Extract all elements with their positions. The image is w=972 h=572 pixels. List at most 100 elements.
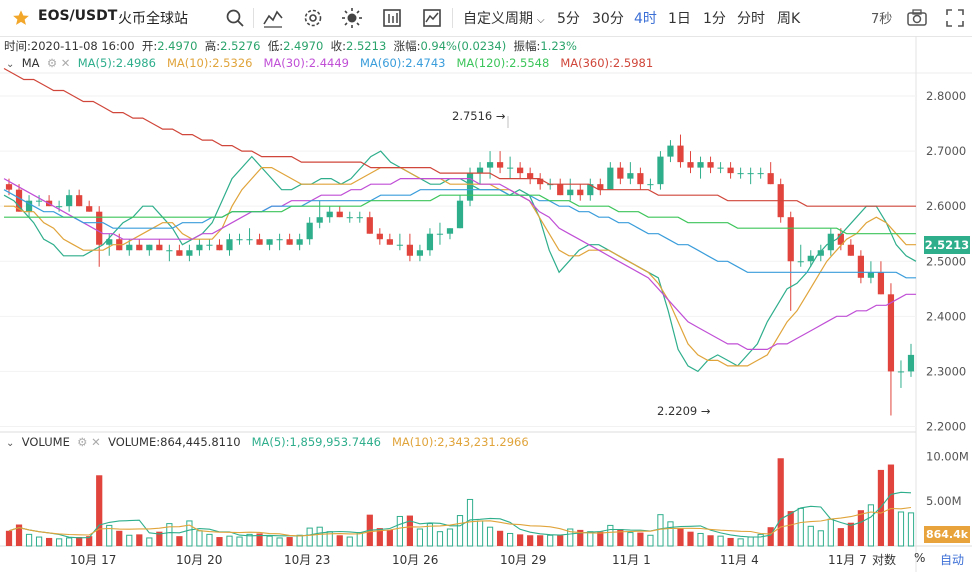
period-5min[interactable]: 5分 <box>557 11 580 27</box>
ma-item: MA(360):2.5981 <box>560 56 654 70</box>
volume-close-icon[interactable]: ✕ <box>91 435 101 449</box>
candle-body <box>847 244 854 256</box>
x-axis-label: 10月 26 <box>392 553 439 567</box>
price-tick-label: 2.5000 <box>926 254 966 268</box>
star-icon[interactable] <box>12 9 30 27</box>
volume-bar <box>757 533 764 547</box>
volume-bar <box>226 535 233 547</box>
volume-bar <box>637 532 644 546</box>
change-value: 0.94%(0.0234) <box>420 39 507 53</box>
candle-body <box>166 250 173 252</box>
chart-type-icon[interactable] <box>421 7 443 29</box>
volume-bar <box>466 498 474 547</box>
period-1d[interactable]: 1日 <box>668 11 691 27</box>
volume-bar <box>156 531 163 546</box>
candle-body <box>897 371 905 373</box>
symbol-title[interactable]: EOS/USDT <box>38 8 118 24</box>
layout-icon[interactable] <box>381 7 403 29</box>
volume-bar <box>166 523 173 547</box>
candle-body <box>436 233 444 235</box>
candle-body <box>677 145 684 163</box>
volume-ma10: MA(10):2,343,231.2966 <box>391 435 529 449</box>
low-label: 低: <box>267 39 284 53</box>
low-value: 2.4970 <box>283 39 324 53</box>
search-icon[interactable] <box>224 7 246 29</box>
candle-body <box>557 184 564 196</box>
candle-body <box>747 173 754 175</box>
candle-body <box>386 239 393 245</box>
volume-bar <box>446 528 454 547</box>
volume-bar <box>567 528 574 547</box>
ohlc-info: 时间:2020-11-08 16:00 开:2.4970 高:2.5276 低:… <box>4 38 577 54</box>
change-label: 涨幅: <box>393 39 421 53</box>
volume-label[interactable]: VOLUME <box>21 435 70 449</box>
volume-ma-line <box>8 506 912 537</box>
volume-bar <box>517 534 524 546</box>
volume-bar <box>657 514 664 547</box>
theme-sun-icon[interactable] <box>341 7 363 29</box>
collapse-chevron-icon[interactable]: ⌄ <box>6 438 15 449</box>
candle-body <box>266 239 273 245</box>
candle-body <box>15 189 23 212</box>
period-week[interactable]: 周K <box>777 11 801 27</box>
volume-bar <box>216 537 223 546</box>
volume-bar <box>316 526 323 547</box>
ma-label[interactable]: MA <box>21 56 40 70</box>
volume-bar <box>116 530 123 546</box>
ma-line-ma360 <box>3 67 916 207</box>
volume-bar <box>346 536 353 547</box>
volume-bar <box>176 536 183 546</box>
open-value: 2.4970 <box>157 39 198 53</box>
ma-close-icon[interactable]: ✕ <box>60 56 71 70</box>
volume-bar <box>907 512 915 547</box>
candle-body <box>797 261 804 263</box>
period-30min[interactable]: 30分 <box>592 11 624 27</box>
candle-body <box>717 167 724 169</box>
volume-bar <box>617 528 624 546</box>
candle-body <box>316 217 323 223</box>
price-tick-label: 2.7000 <box>926 144 966 158</box>
volume-bar <box>887 464 895 546</box>
volume-bar <box>476 520 484 547</box>
volume-bar <box>436 531 444 547</box>
volume-bar <box>557 535 564 546</box>
volume-bar <box>296 534 303 547</box>
gear-icon[interactable] <box>302 7 324 29</box>
log-scale-toggle[interactable]: 对数 <box>872 553 897 567</box>
countdown: 7秒 <box>871 12 893 27</box>
candle-body <box>136 244 143 251</box>
custom-period-dropdown[interactable]: 自定义周期 ⌵ <box>463 8 545 28</box>
period-1min[interactable]: 1分 <box>703 11 726 27</box>
x-axis-label: 11月 7 <box>828 553 867 567</box>
auto-scale-toggle[interactable]: 自动 <box>940 553 965 567</box>
period-timeline[interactable]: 分时 <box>737 11 765 27</box>
indicator-icon[interactable] <box>262 7 284 29</box>
time-label: 时间: <box>4 39 31 53</box>
volume-bar <box>15 524 23 546</box>
collapse-chevron-icon[interactable]: ⌄ <box>6 59 15 70</box>
toolbar-divider <box>253 8 254 28</box>
ma-settings-icon[interactable]: ⚙ <box>46 56 58 70</box>
chevron-down-icon: ⌵ <box>537 15 545 26</box>
candle-body <box>466 173 474 201</box>
volume-settings-icon[interactable]: ⚙ <box>77 435 88 449</box>
percent-scale-toggle[interactable]: % <box>914 551 926 565</box>
candle-body <box>186 250 193 256</box>
fullscreen-icon[interactable] <box>944 7 966 29</box>
candle-body <box>637 173 644 185</box>
open-label: 开: <box>141 39 158 53</box>
volume-bar <box>146 537 153 547</box>
ma-item: MA(30):2.4449 <box>263 56 349 70</box>
ma-item: MA(60):2.4743 <box>359 56 446 70</box>
volume-bar <box>837 528 844 546</box>
period-4h[interactable]: 4时 <box>634 11 657 27</box>
camera-icon[interactable] <box>906 7 928 29</box>
candle-body <box>517 167 524 174</box>
volume-bar <box>386 529 393 546</box>
candle-body <box>647 184 654 186</box>
volume-bar <box>486 526 494 547</box>
volume-bar <box>256 533 263 546</box>
candle-body <box>827 233 834 251</box>
volume-bar <box>96 475 103 546</box>
